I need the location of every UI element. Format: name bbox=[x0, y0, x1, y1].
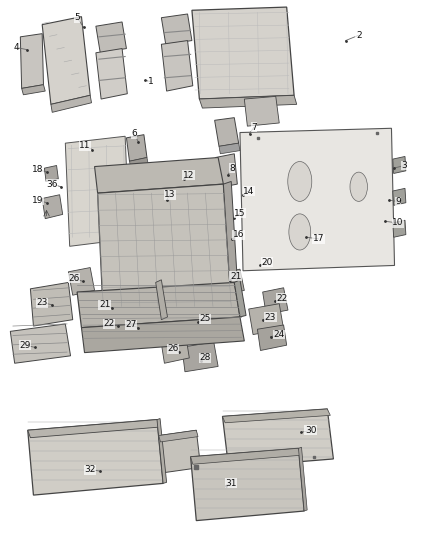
Text: 15: 15 bbox=[234, 209, 246, 218]
Polygon shape bbox=[86, 298, 113, 323]
Ellipse shape bbox=[350, 172, 367, 201]
Polygon shape bbox=[30, 282, 73, 326]
Text: 7: 7 bbox=[251, 123, 257, 132]
Polygon shape bbox=[77, 282, 240, 328]
Text: 13: 13 bbox=[164, 190, 176, 199]
Polygon shape bbox=[240, 128, 395, 271]
Polygon shape bbox=[161, 14, 192, 44]
Polygon shape bbox=[191, 448, 304, 521]
Polygon shape bbox=[51, 95, 92, 112]
Polygon shape bbox=[219, 143, 240, 154]
Polygon shape bbox=[223, 409, 333, 467]
Polygon shape bbox=[249, 304, 284, 335]
Text: 22: 22 bbox=[277, 294, 288, 303]
Polygon shape bbox=[199, 95, 297, 108]
Polygon shape bbox=[393, 157, 406, 173]
Polygon shape bbox=[393, 220, 406, 237]
Polygon shape bbox=[215, 154, 237, 188]
Polygon shape bbox=[298, 447, 307, 511]
Text: 22: 22 bbox=[103, 319, 115, 328]
Polygon shape bbox=[98, 184, 231, 317]
Polygon shape bbox=[68, 268, 95, 295]
Polygon shape bbox=[192, 7, 294, 99]
Text: 26: 26 bbox=[167, 344, 179, 353]
Text: 14: 14 bbox=[243, 187, 254, 196]
Polygon shape bbox=[127, 135, 147, 161]
Polygon shape bbox=[223, 181, 239, 306]
Text: 30: 30 bbox=[305, 426, 316, 435]
Text: 9: 9 bbox=[395, 197, 401, 206]
Text: 20: 20 bbox=[261, 258, 273, 266]
Polygon shape bbox=[393, 188, 406, 205]
Text: 29: 29 bbox=[19, 341, 30, 350]
Text: 4: 4 bbox=[13, 43, 19, 52]
Text: 1: 1 bbox=[148, 77, 154, 86]
Text: 8: 8 bbox=[229, 164, 235, 173]
Polygon shape bbox=[95, 318, 122, 343]
Text: 16: 16 bbox=[233, 230, 244, 239]
Polygon shape bbox=[96, 22, 127, 53]
Text: 32: 32 bbox=[85, 465, 96, 474]
Polygon shape bbox=[117, 310, 148, 340]
Text: 26: 26 bbox=[68, 273, 80, 282]
Text: 31: 31 bbox=[226, 479, 237, 488]
Polygon shape bbox=[42, 195, 63, 219]
Text: 3: 3 bbox=[402, 161, 407, 170]
Ellipse shape bbox=[288, 161, 312, 201]
Text: 2: 2 bbox=[356, 31, 361, 40]
Polygon shape bbox=[95, 158, 223, 193]
Polygon shape bbox=[182, 342, 218, 372]
Polygon shape bbox=[234, 280, 246, 317]
Polygon shape bbox=[159, 430, 201, 473]
Ellipse shape bbox=[289, 214, 311, 250]
Text: 17: 17 bbox=[313, 235, 324, 244]
Text: 18: 18 bbox=[32, 165, 43, 174]
Polygon shape bbox=[21, 85, 45, 95]
Text: 19: 19 bbox=[32, 196, 43, 205]
Polygon shape bbox=[65, 136, 130, 246]
Polygon shape bbox=[96, 49, 127, 99]
Polygon shape bbox=[244, 96, 279, 126]
Polygon shape bbox=[42, 17, 90, 104]
Text: 10: 10 bbox=[392, 219, 404, 228]
Text: 28: 28 bbox=[199, 353, 211, 362]
Polygon shape bbox=[157, 418, 166, 483]
Polygon shape bbox=[258, 325, 287, 351]
Polygon shape bbox=[20, 34, 43, 88]
Polygon shape bbox=[191, 448, 301, 464]
Text: 27: 27 bbox=[125, 320, 137, 329]
Polygon shape bbox=[155, 280, 167, 320]
Polygon shape bbox=[215, 118, 239, 147]
Polygon shape bbox=[81, 317, 244, 353]
Polygon shape bbox=[161, 339, 189, 364]
Polygon shape bbox=[159, 430, 198, 442]
Polygon shape bbox=[44, 165, 58, 181]
Text: 25: 25 bbox=[199, 314, 211, 323]
Polygon shape bbox=[28, 419, 163, 495]
Text: 6: 6 bbox=[131, 129, 137, 138]
Polygon shape bbox=[221, 269, 244, 294]
Text: 21: 21 bbox=[99, 300, 110, 309]
Text: 5: 5 bbox=[74, 13, 80, 22]
Polygon shape bbox=[223, 409, 330, 423]
Polygon shape bbox=[28, 419, 160, 438]
Text: 24: 24 bbox=[274, 330, 285, 339]
Polygon shape bbox=[11, 324, 71, 364]
Polygon shape bbox=[161, 41, 193, 91]
Text: 23: 23 bbox=[265, 312, 276, 321]
Text: 21: 21 bbox=[230, 272, 241, 280]
Text: 11: 11 bbox=[79, 141, 91, 150]
Polygon shape bbox=[182, 305, 218, 335]
Polygon shape bbox=[130, 158, 148, 168]
Polygon shape bbox=[263, 288, 288, 314]
Text: 12: 12 bbox=[183, 171, 194, 180]
Text: 36: 36 bbox=[46, 180, 58, 189]
Text: 23: 23 bbox=[36, 298, 48, 307]
